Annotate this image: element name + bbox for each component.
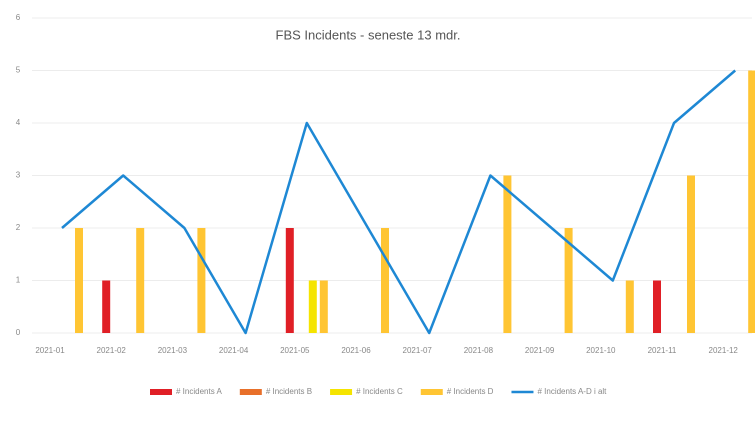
x-tick-label: 2021-10 <box>586 346 616 355</box>
legend-swatch <box>239 389 262 395</box>
y-tick-label: 1 <box>16 276 21 285</box>
bar <box>308 280 317 333</box>
y-tick-label: 2 <box>16 223 21 232</box>
y-tick-label: 6 <box>16 13 21 22</box>
x-tick-label: 2021-08 <box>464 346 494 355</box>
legend-label: # Incidents A <box>176 387 222 396</box>
bar <box>687 175 695 333</box>
bar <box>748 70 755 333</box>
bar <box>197 228 206 333</box>
bar <box>319 280 328 333</box>
x-tick-label: 2021-07 <box>403 346 433 355</box>
x-tick-label: 2021-11 <box>648 346 677 355</box>
bar <box>503 175 512 333</box>
x-tick-label: 2021-05 <box>280 346 310 355</box>
legend-label: # Incidents A-D i alt <box>537 387 607 396</box>
legend-swatch <box>150 389 172 395</box>
legend-label: # Incidents B <box>266 387 312 396</box>
y-tick-label: 4 <box>16 118 21 127</box>
x-tick-label: 2021-09 <box>525 346 555 355</box>
x-tick-label: 2021-02 <box>97 346 127 355</box>
x-tick-label: 2021-01 <box>35 346 65 355</box>
bar <box>102 280 111 333</box>
y-tick-label: 0 <box>16 328 21 337</box>
x-tick-label: 2021-03 <box>158 346 188 355</box>
x-tick-label: 2021-06 <box>341 346 371 355</box>
bar <box>136 228 145 333</box>
bar <box>285 228 294 333</box>
y-tick-label: 5 <box>16 66 21 75</box>
chart-title: FBS Incidents - seneste 13 mdr. <box>276 27 461 42</box>
legend-swatch <box>330 389 353 395</box>
bar <box>625 280 634 333</box>
bar <box>564 228 573 333</box>
x-tick-label: 2021-04 <box>219 346 249 355</box>
legend-swatch <box>420 389 443 395</box>
x-tick-label: 2021-12 <box>709 346 739 355</box>
line <box>61 69 737 335</box>
bar <box>381 228 389 333</box>
bar <box>75 228 83 333</box>
legend-label: # Incidents D <box>447 387 494 396</box>
y-tick-label: 3 <box>16 171 21 180</box>
legend-label: # Incidents C <box>356 387 403 396</box>
bar <box>653 280 661 333</box>
